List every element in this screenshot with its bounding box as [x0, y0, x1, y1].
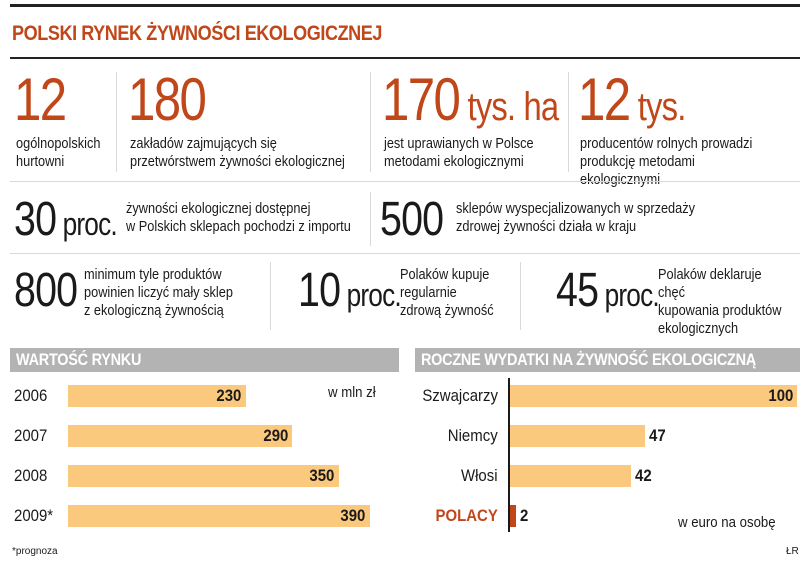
- stat-hurtownie-number: 12: [14, 66, 67, 133]
- stat-zaklady-text: zakładów zajmujących się przetwórstwem ż…: [130, 136, 345, 170]
- separator: [520, 262, 521, 330]
- year-label: 2008: [14, 466, 48, 485]
- top-rule: [10, 4, 800, 7]
- separator: [370, 192, 371, 246]
- bar-value-label: 350: [309, 466, 335, 485]
- market-value-title: WARTOŚĆ RYNKU: [16, 350, 142, 369]
- bar-value-label: 100: [768, 386, 793, 405]
- stat-produkty-text: minimum tyle produktów powinien liczyć m…: [84, 267, 233, 319]
- stat-hurtownie-text: ogólnopolskich hurtowni: [16, 136, 101, 170]
- year-label: 2009*: [14, 506, 54, 525]
- spending-bar: [510, 465, 631, 487]
- spending-bar: 100: [510, 385, 797, 407]
- separator: [568, 72, 569, 172]
- country-label: POLACY: [435, 506, 498, 525]
- year-label: 2007: [14, 426, 48, 445]
- stat-import-text: żywności ekologicznej dostępnej w Polski…: [126, 201, 351, 235]
- spending-bar: [510, 425, 645, 447]
- country-label: Włosi: [461, 466, 498, 485]
- stat-import-number: 30 proc.: [14, 193, 118, 246]
- country-label: Niemcy: [448, 426, 498, 445]
- separator: [270, 262, 271, 330]
- country-label: Szwajcarzy: [422, 386, 498, 405]
- bar-value-label: 290: [263, 426, 289, 445]
- stat-kupuje-number: 10 proc.: [298, 264, 402, 317]
- stat-deklaruje-number: 45 proc.: [556, 264, 660, 317]
- market-value-bar: 390: [68, 505, 370, 527]
- market-value-bar: 230: [68, 385, 246, 407]
- page-title: POLSKI RYNEK ŻYWNOŚCI EKOLOGICZNEJ: [12, 22, 383, 45]
- market-value-header: WARTOŚĆ RYNKU: [10, 348, 399, 372]
- stat-producenci-text: producentów rolnych prowadzi produkcję m…: [580, 136, 753, 188]
- stat-producenci-number: 12 tys.: [578, 66, 686, 133]
- market-value-bar: 350: [68, 465, 339, 487]
- stat-produkty-number: 800: [14, 264, 78, 317]
- spending-unit: w euro na osobę: [678, 514, 776, 531]
- bar-value-label: 2: [519, 506, 529, 525]
- title-rule: [10, 57, 800, 59]
- bar-value-label: 390: [340, 506, 366, 525]
- spending-title: ROCZNE WYDATKI NA ŻYWNOŚĆ EKOLOGICZNĄ: [421, 350, 756, 369]
- separator: [116, 72, 117, 172]
- separator: [370, 72, 371, 172]
- bar-value-label: 230: [216, 386, 242, 405]
- footnote: *prognoza: [12, 546, 58, 557]
- stat-sklepy-text: sklepów wyspecjalizowanych w sprzedaży z…: [456, 201, 696, 235]
- spending-bar: [510, 505, 516, 527]
- credit: ŁR: [786, 546, 799, 557]
- market-value-unit: w mln zł: [328, 384, 376, 401]
- market-value-bar: 290: [68, 425, 293, 447]
- stat-uprawy-number: 170 tys. ha: [382, 66, 559, 133]
- stat-sklepy-number: 500: [380, 193, 444, 246]
- year-label: 2006: [14, 386, 48, 405]
- stat-kupuje-text: Polaków kupuje regularnie zdrową żywność: [400, 267, 494, 319]
- stat-uprawy-text: jest uprawianych w Polsce metodami ekolo…: [384, 136, 534, 170]
- spending-axis: [508, 378, 510, 532]
- stat-zaklady-number: 180: [128, 66, 207, 133]
- bar-value-label: 47: [648, 426, 666, 445]
- bar-value-label: 42: [634, 466, 652, 485]
- stat-deklaruje-text: Polaków deklaruje chęć kupowania produkt…: [658, 267, 782, 337]
- spending-header: ROCZNE WYDATKI NA ŻYWNOŚĆ EKOLOGICZNĄ: [415, 348, 800, 372]
- row-rule: [10, 181, 800, 182]
- row-rule: [10, 253, 800, 254]
